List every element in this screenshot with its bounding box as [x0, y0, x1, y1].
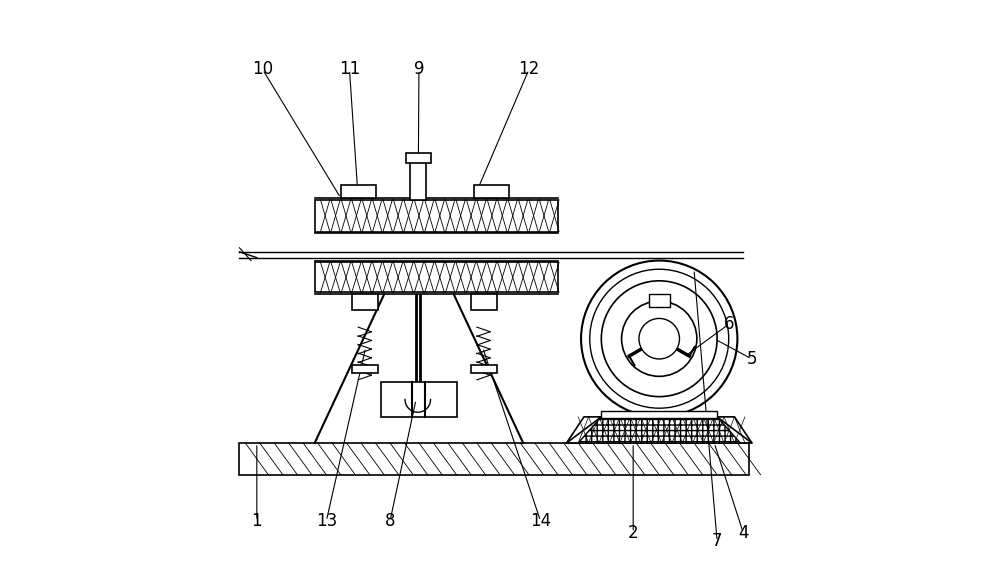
Polygon shape	[567, 417, 752, 443]
Bar	[239, 443, 749, 475]
Bar	[315, 200, 558, 232]
Text: 6: 6	[723, 315, 734, 334]
Text: 7: 7	[712, 532, 722, 551]
Bar	[471, 365, 497, 373]
Text: 9: 9	[414, 60, 424, 79]
Text: 1: 1	[252, 512, 262, 530]
Text: 13: 13	[316, 512, 337, 530]
Text: 4: 4	[738, 523, 748, 542]
Bar	[352, 294, 378, 310]
Bar	[352, 365, 378, 373]
Text: 10: 10	[252, 60, 273, 79]
Text: 14: 14	[530, 512, 551, 530]
Text: 8: 8	[385, 512, 395, 530]
Text: 12: 12	[518, 60, 540, 79]
Bar	[649, 294, 670, 307]
Text: 11: 11	[339, 60, 360, 79]
Bar	[471, 294, 497, 310]
Bar	[474, 185, 509, 198]
Bar	[601, 411, 717, 418]
Bar	[315, 262, 558, 292]
Polygon shape	[578, 417, 740, 443]
Bar	[341, 185, 376, 198]
Bar	[381, 382, 457, 417]
Bar	[410, 162, 426, 200]
Text: 5: 5	[747, 350, 757, 368]
Bar	[406, 153, 431, 163]
Text: 2: 2	[628, 523, 638, 542]
